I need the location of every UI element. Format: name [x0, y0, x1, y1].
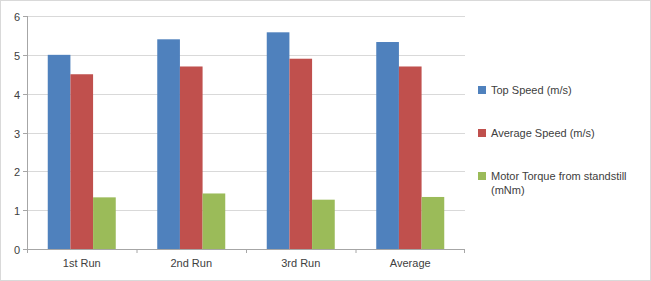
y-axis-line: [27, 16, 28, 249]
legend-swatch: [478, 172, 486, 180]
bar: [70, 74, 93, 249]
legend: Top Speed (m/s) Average Speed (m/s) Motor …: [478, 84, 627, 196]
y-tick-label: 0: [14, 244, 20, 256]
bar: [203, 193, 226, 249]
y-tick-label: 1: [14, 205, 20, 217]
grid-line: [27, 55, 465, 56]
y-tick-label: 5: [14, 50, 20, 62]
x-tick-label: 3rd Run: [281, 257, 320, 269]
x-tick-mark: [356, 249, 357, 253]
tick-mark: [23, 210, 27, 211]
legend-line: (mNm): [491, 184, 525, 196]
tick-mark: [23, 16, 27, 17]
bar: [93, 197, 116, 249]
tick-mark: [23, 94, 27, 95]
legend-line: Top Speed (m/s): [491, 84, 572, 96]
legend-swatch: [478, 86, 486, 94]
y-tick-label: 4: [14, 89, 20, 101]
x-tick-mark: [137, 249, 138, 253]
y-tick-label: 6: [14, 11, 20, 23]
bar: [399, 66, 422, 249]
y-tick-label: 2: [14, 166, 20, 178]
chart-border: [1, 1, 651, 281]
bar: [376, 42, 399, 249]
legend-label: Motor Torque from standstill (mNm): [491, 170, 627, 196]
x-tick-mark: [27, 249, 28, 253]
bar: [422, 197, 445, 249]
y-tick-label: 3: [14, 128, 20, 140]
bar: [267, 32, 290, 249]
tick-mark: [23, 55, 27, 56]
legend-line: Motor Torque from standstill: [491, 170, 627, 182]
tick-mark: [23, 133, 27, 134]
legend-line: Average Speed (m/s): [491, 127, 595, 139]
bar: [48, 55, 71, 249]
x-tick-label: 2nd Run: [170, 257, 212, 269]
x-tick-label: Average: [390, 257, 431, 269]
tick-mark: [23, 171, 27, 172]
bar: [312, 200, 335, 249]
chart: 0 1 2 3 4 5 6 1st Run 2nd Run 3rd Run Average Top S…: [0, 0, 651, 281]
grid-line: [27, 16, 465, 17]
tick-mark: [23, 249, 27, 250]
bar: [180, 66, 203, 249]
bars: [48, 32, 444, 249]
legend-label: Average Speed (m/s): [491, 127, 595, 139]
legend-label: Top Speed (m/s): [491, 84, 572, 96]
legend-swatch: [478, 129, 486, 137]
x-tick-mark: [464, 249, 465, 253]
bar: [289, 59, 312, 249]
bar: [157, 39, 180, 249]
x-tick-mark: [246, 249, 247, 253]
x-tick-label: 1st Run: [63, 257, 101, 269]
